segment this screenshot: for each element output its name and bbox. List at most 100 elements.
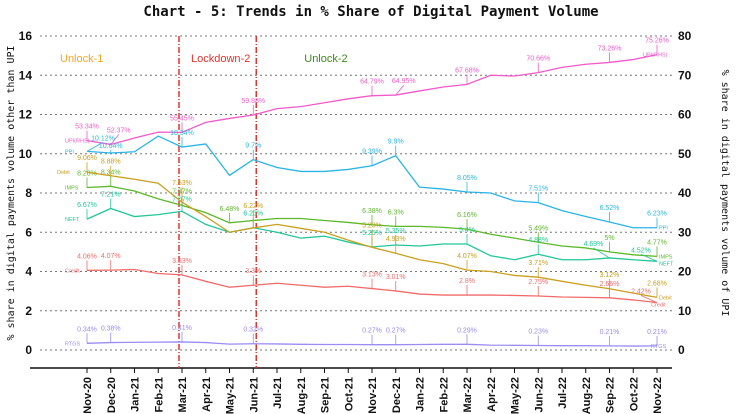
- data-label: 59.88%: [241, 98, 265, 105]
- y-tick-label: 2: [25, 304, 32, 318]
- data-label: 55.45%: [170, 115, 194, 122]
- data-label: 3.3%: [245, 268, 261, 275]
- data-label: 7.21%: [101, 192, 121, 199]
- data-label: 5.49%: [528, 225, 548, 232]
- data-label: 2.42%: [631, 289, 651, 296]
- data-label: 0.32%: [243, 327, 263, 334]
- data-label-leader: [110, 134, 120, 145]
- data-label: 6.16%: [457, 212, 477, 219]
- data-label: 8.88%: [101, 159, 121, 166]
- x-tick-label: Mar-22: [462, 377, 474, 412]
- series-end-label: PPI: [659, 226, 668, 232]
- y-tick-label: 10: [19, 147, 33, 161]
- x-tick-label: Jul-21: [272, 377, 284, 409]
- y2-tick-label: 10: [678, 304, 692, 318]
- series-end-label: RTGS: [651, 344, 667, 350]
- x-tick-label: Nov-20: [82, 377, 94, 414]
- x-tick-label: Sep-22: [605, 377, 617, 413]
- data-label: 4.07%: [457, 253, 477, 260]
- x-tick-label: Jun-21: [248, 377, 260, 412]
- data-label: 8.05%: [457, 175, 477, 182]
- x-tick-label: Nov-21: [367, 377, 379, 414]
- data-label: 5.4%: [459, 227, 475, 234]
- phase-label: Lockdown-2: [191, 53, 250, 65]
- x-tick-label: Dec-21: [391, 377, 403, 413]
- data-label: 6.48%: [220, 206, 240, 213]
- x-tick-label: May-21: [225, 377, 237, 414]
- series-start-label: NEFT: [65, 217, 80, 223]
- data-label: 6.22%: [243, 203, 263, 210]
- data-label: 6.67%: [77, 202, 97, 209]
- data-label: 6.23%: [647, 211, 667, 218]
- data-label-leader: [640, 253, 658, 262]
- data-label: 0.21%: [647, 329, 667, 336]
- data-label-leader: [86, 142, 104, 152]
- x-tick-label: Jan-22: [415, 377, 427, 412]
- data-label-leader: [640, 295, 658, 303]
- data-label: 5.23%: [362, 222, 382, 229]
- data-label: 73.26%: [598, 45, 622, 52]
- data-label: 4.88%: [528, 237, 548, 244]
- y-tick-label: 14: [19, 68, 33, 82]
- data-label: 0.27%: [362, 328, 382, 335]
- series-end-label: Credit: [651, 303, 666, 309]
- x-tick-label: Mar-21: [177, 377, 189, 412]
- x-tick-label: Nov-22: [652, 377, 664, 414]
- series-end-label: UPI(RHS): [643, 53, 668, 59]
- data-label: 67.68%: [455, 67, 479, 74]
- series-start-label: Credit: [65, 268, 80, 274]
- series-start-label: PPI: [65, 149, 74, 155]
- series-end-label: IMPS: [659, 254, 673, 260]
- y2-tick-label: 30: [678, 225, 692, 239]
- data-label: 3.12%: [600, 272, 620, 279]
- series-start-label: RTGS: [65, 341, 81, 347]
- y-tick-label: 0: [25, 343, 32, 357]
- y-tick-label: 12: [19, 108, 33, 122]
- data-label: 3.83%: [172, 258, 192, 265]
- x-tick-label: May-22: [510, 377, 522, 414]
- y-tick-label: 4: [25, 265, 32, 279]
- x-tick-label: Apr-21: [201, 377, 213, 412]
- data-label: 64.79%: [360, 79, 384, 86]
- x-tick-label: Jul-22: [557, 377, 569, 409]
- y2-tick-label: 50: [678, 147, 692, 161]
- y-tick-label: 8: [25, 186, 32, 200]
- x-tick-label: Jun-22: [533, 377, 545, 412]
- data-label: 10.64%: [99, 143, 123, 150]
- data-label: 7.53%: [172, 180, 192, 187]
- x-tick-label: Feb-22: [438, 377, 450, 412]
- data-label: 6.52%: [600, 205, 620, 212]
- x-tick-label: Jan-21: [130, 377, 142, 412]
- series-start-label: Debit: [57, 170, 70, 176]
- data-label: 0.29%: [457, 327, 477, 334]
- y2-tick-label: 80: [678, 29, 692, 43]
- phase-label: Unlock-2: [304, 53, 347, 65]
- x-tick-label: Oct-22: [628, 377, 640, 411]
- data-label: 9.06%: [77, 155, 97, 162]
- data-label: 0.34%: [77, 326, 97, 333]
- data-label: 3.13%: [362, 272, 382, 279]
- data-label: 75.26%: [645, 38, 669, 45]
- data-label: 0.38%: [101, 326, 121, 333]
- chart-title: Chart - 5: Trends in % Share of Digital …: [143, 4, 599, 20]
- data-label: 0.21%: [600, 329, 620, 336]
- y2-tick-label: 0: [678, 343, 685, 357]
- x-tick-label: Apr-22: [486, 377, 498, 412]
- series-end-label: NEFT: [659, 261, 674, 267]
- data-label: 10.12%: [91, 135, 115, 142]
- data-label: 0.23%: [528, 328, 548, 335]
- y-axis-label: % share in digital payments volume other…: [6, 45, 17, 340]
- data-label: 4.06%: [77, 253, 97, 260]
- data-label: 10.34%: [170, 130, 194, 137]
- x-tick-label: Sep-21: [320, 377, 332, 413]
- data-label: 6.3%: [388, 209, 404, 216]
- phase-label: Unlock-1: [60, 53, 103, 65]
- y-tick-label: 6: [25, 225, 32, 239]
- x-tick-label: Dec-20: [106, 377, 118, 413]
- data-label: 4.69%: [584, 241, 604, 248]
- data-label: 4.93%: [386, 236, 406, 243]
- x-tick-label: Oct-21: [343, 377, 355, 411]
- data-label: 9.7%: [245, 143, 261, 150]
- data-label: 3.71%: [528, 260, 548, 267]
